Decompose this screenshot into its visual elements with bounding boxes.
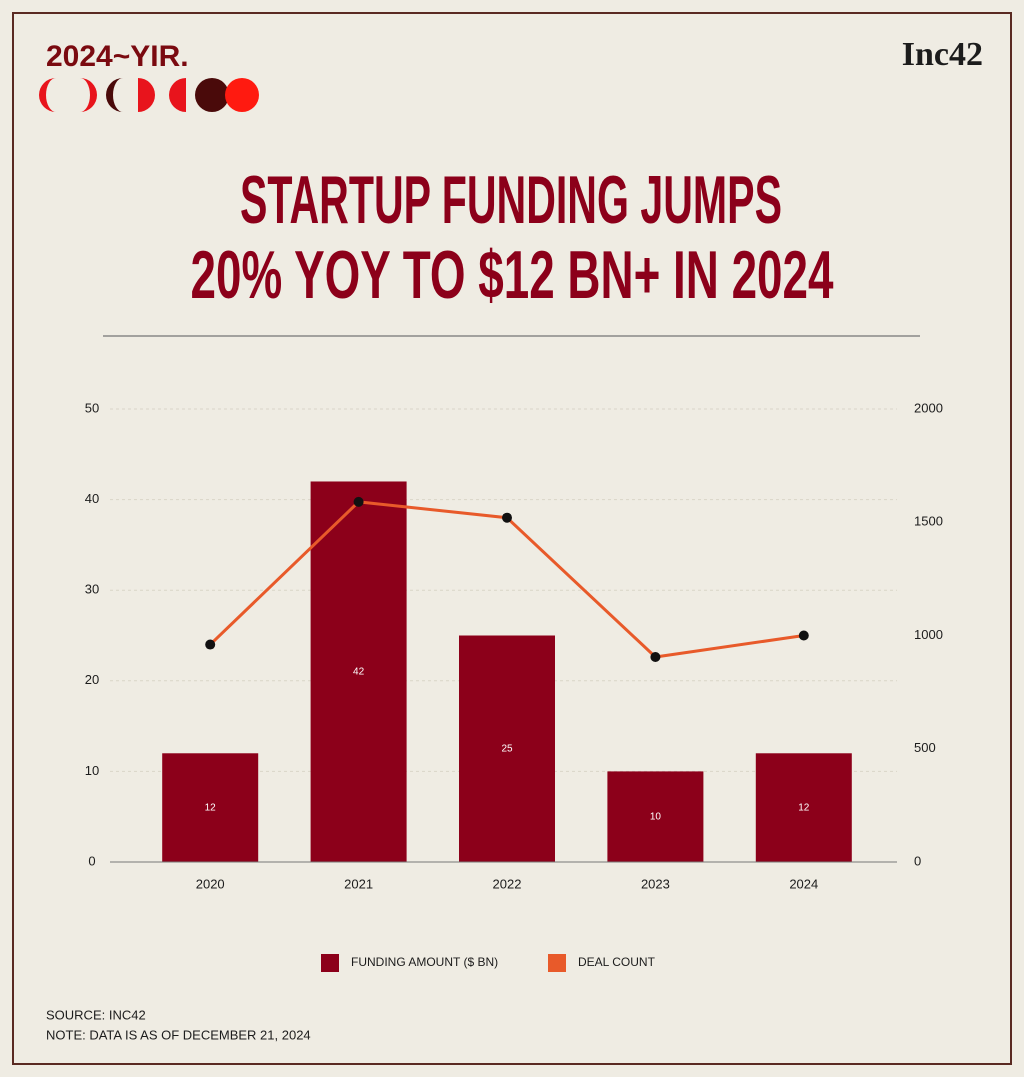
- bar: [162, 753, 259, 862]
- frame: [12, 12, 1012, 1065]
- x-tick-label: 2021: [344, 876, 373, 891]
- line-marker: [205, 639, 216, 650]
- bar: [310, 481, 407, 862]
- line-marker: [798, 630, 809, 641]
- bar-value-label: 12: [798, 802, 810, 813]
- x-tick-label: 2020: [196, 876, 225, 891]
- y2-tick-label: 1000: [914, 627, 943, 642]
- brand: 2024~YIR.: [46, 40, 189, 73]
- y-tick-label: 10: [85, 763, 99, 778]
- x-tick-label: 2022: [493, 876, 522, 891]
- bar-value-label: 42: [353, 666, 365, 677]
- legend-label: FUNDING AMOUNT ($ BN): [351, 955, 498, 969]
- y2-tick-label: 0: [914, 853, 921, 868]
- y2-tick-label: 2000: [914, 400, 943, 415]
- y-tick-label: 0: [88, 853, 95, 868]
- x-tick-label: 2024: [789, 876, 818, 891]
- y2-tick-label: 500: [914, 740, 936, 755]
- y-tick-label: 40: [85, 491, 99, 506]
- brand-moons: [39, 78, 259, 112]
- source: SOURCE: INC42: [46, 1007, 146, 1022]
- title-line: STARTUP FUNDING JUMPS: [240, 162, 782, 238]
- x-tick-label: 2023: [641, 876, 670, 891]
- legend-swatch: [321, 954, 339, 972]
- y-tick-label: 30: [85, 582, 99, 597]
- line-marker: [502, 512, 512, 523]
- legend-swatch: [548, 954, 566, 972]
- y-tick-label: 50: [85, 400, 99, 415]
- line-marker: [353, 496, 364, 507]
- bar-value-label: 12: [205, 802, 217, 813]
- bar: [459, 635, 555, 862]
- title-line: 20% YOY TO $12 BN+ IN 2024: [191, 237, 834, 313]
- bar-value-label: 25: [501, 743, 513, 754]
- logo: Inc42: [902, 36, 983, 73]
- legend-label: DEAL COUNT: [578, 955, 656, 969]
- bar: [755, 753, 852, 862]
- y2-tick-label: 1500: [914, 514, 943, 529]
- bar: [607, 771, 704, 862]
- line-marker: [650, 652, 661, 663]
- note: NOTE: DATA IS AS OF DECEMBER 21, 2024: [46, 1027, 311, 1042]
- y-tick-label: 20: [85, 672, 99, 687]
- bar-value-label: 10: [650, 811, 662, 822]
